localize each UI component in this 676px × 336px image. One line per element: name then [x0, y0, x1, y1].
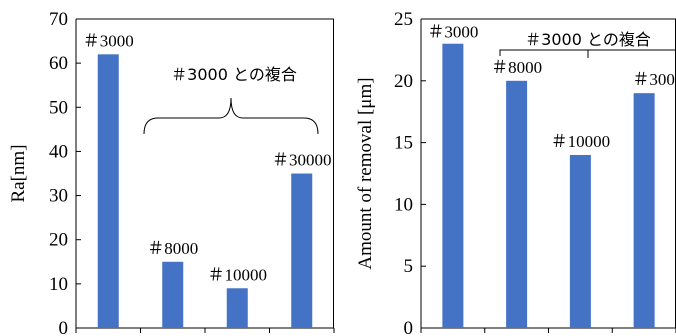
chart1-ytick-label: 10 — [49, 274, 68, 295]
chart2-y-axis-title: Amount of removal [μm] — [355, 77, 376, 269]
chart2-ytick-label: 20 — [394, 71, 413, 92]
chart2-ytick-label: 25 — [394, 9, 413, 30]
chart1-ytick-label: 30 — [49, 186, 68, 207]
chart1-data-label-2: ＃8000 — [147, 239, 198, 258]
chart1-bar-2 — [162, 261, 184, 328]
chart1-ytick-label: 0 — [59, 318, 69, 336]
chart1-bar-3 — [226, 288, 248, 328]
chart1-ytick-label: 50 — [49, 97, 68, 118]
chart2-bar-2 — [506, 80, 528, 328]
chart2-annotation-brace — [499, 49, 676, 56]
chart2-ytick-label: 5 — [404, 256, 414, 277]
chart2-ytick-label: 15 — [394, 133, 413, 154]
chart2-data-label-4: ＃30000 — [632, 70, 676, 89]
chart1-data-label-3: ＃10000 — [208, 265, 268, 284]
chart1-annotation-brace — [143, 97, 319, 135]
chart2-data-label-3: ＃10000 — [551, 132, 611, 151]
chart1-data-label-1: ＃3000 — [83, 31, 134, 50]
chart1-annotation-text: ＃3000 との複合 — [171, 65, 297, 84]
chart1-ytick-label: 60 — [49, 53, 68, 74]
chart2-ytick-label: 10 — [394, 194, 413, 215]
chart2-data-label-1: ＃3000 — [427, 23, 478, 42]
chart1-ytick-label: 70 — [49, 9, 68, 30]
chart2-data-label-2: ＃8000 — [491, 58, 542, 77]
chart2-annotation-text: ＃3000 との複合 — [525, 30, 651, 49]
chart2-bar-3 — [569, 154, 591, 328]
chart2-ytick-label: 0 — [404, 318, 414, 336]
chart1-ytick-label: 20 — [49, 230, 68, 251]
chart1-ytick-label: 40 — [49, 141, 68, 162]
chart1-bar-1 — [97, 54, 119, 329]
chart2-bar-1 — [442, 43, 464, 328]
chart2-bar-4 — [633, 93, 655, 328]
chart1-y-axis-title: Ra[nm] — [8, 144, 29, 202]
chart1-data-label-4: ＃30000 — [272, 151, 332, 170]
chart1-bar-4 — [291, 173, 313, 328]
